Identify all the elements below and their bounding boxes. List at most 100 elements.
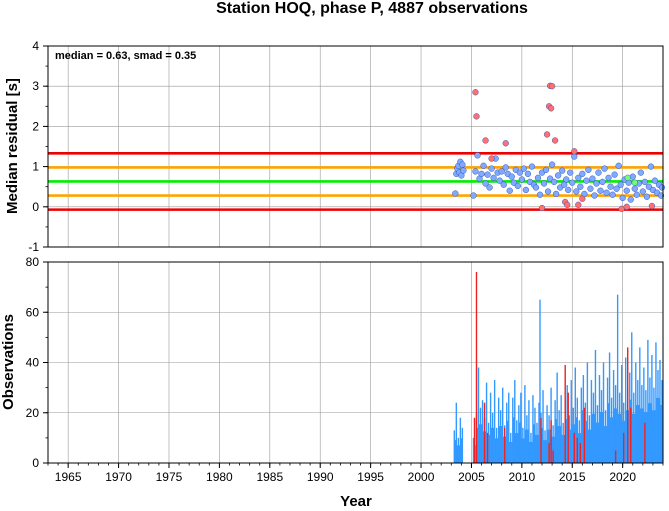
residual-point (648, 202, 656, 210)
residual-point (532, 184, 540, 191)
observation-bar (485, 382, 488, 463)
observation-bar (491, 412, 494, 463)
observation-bar (598, 375, 601, 463)
observation-bar (596, 405, 599, 463)
residual-point (639, 188, 646, 195)
residual-point (605, 174, 612, 182)
observation-bar (656, 397, 658, 463)
observation-bar (576, 397, 579, 463)
observation-bars (453, 272, 663, 463)
observation-bar (655, 342, 657, 463)
residual-point (474, 152, 481, 159)
observation-bar (620, 365, 623, 463)
observation-bar (631, 332, 633, 463)
residual-point (514, 182, 521, 190)
residual-point (536, 191, 544, 198)
chart-title: Station HOQ, phase P, 4887 observations (216, 0, 528, 17)
observations-y-ticks: 0 20 40 60 80 (26, 255, 48, 470)
observation-bar (611, 417, 614, 463)
residual-point (478, 170, 485, 177)
observation-bar (619, 413, 622, 463)
observation-bar (508, 392, 510, 463)
residual-point (486, 184, 493, 191)
x-tick-label: 2010 (509, 470, 536, 484)
observation-bar (582, 375, 585, 463)
x-tick-label: 2020 (609, 470, 636, 484)
residual-point (473, 113, 480, 120)
residual-point (641, 178, 649, 186)
residual-point (611, 171, 618, 178)
residual-point (595, 169, 602, 176)
residual-point (502, 164, 509, 171)
residual-points (452, 82, 666, 212)
residual-point (516, 169, 523, 176)
residual-point (508, 173, 515, 180)
observation-bar (496, 438, 499, 463)
observation-bar (633, 392, 635, 463)
residual-point (524, 170, 532, 177)
observation-bar (609, 417, 612, 463)
x-tick-label: 1975 (156, 470, 183, 484)
observation-bar (585, 420, 588, 463)
observation-bar (627, 347, 629, 463)
residual-point (617, 181, 624, 188)
y-tick-label: -1 (28, 240, 39, 254)
observation-bar (533, 424, 535, 463)
observation-bar (481, 400, 484, 463)
observation-bar (454, 440, 457, 463)
y-tick-label: 0 (32, 200, 39, 214)
observation-bar (487, 422, 490, 463)
observation-bar (640, 408, 642, 463)
observation-bar (588, 415, 591, 463)
observation-bar (581, 410, 584, 463)
residual-point (631, 179, 638, 186)
x-tick-label: 1995 (357, 470, 384, 484)
observation-bar (519, 422, 521, 463)
observation-bar (494, 438, 497, 463)
observation-bar (592, 392, 595, 463)
observation-bar (507, 420, 509, 463)
y-tick-label: 80 (26, 255, 40, 269)
observation-bar (497, 397, 500, 463)
observation-bar (589, 429, 592, 463)
observation-bar (500, 426, 503, 463)
residual-plot-area (48, 46, 663, 247)
observation-bar (657, 370, 659, 463)
observation-bar (546, 405, 548, 463)
observation-bar (509, 441, 511, 463)
residual-point (615, 162, 622, 169)
residual-point (623, 203, 630, 210)
observation-bar (551, 436, 553, 463)
residual-point (603, 189, 610, 196)
observation-bar (574, 367, 576, 463)
observation-bar (472, 437, 475, 463)
observation-bar (638, 404, 640, 463)
observation-bar (520, 392, 522, 463)
observation-bar (501, 387, 504, 463)
residual-point (496, 177, 503, 184)
observation-bar (527, 429, 529, 463)
observation-bar (534, 407, 536, 463)
observation-bar (575, 417, 577, 463)
observation-bar (522, 427, 524, 463)
observation-bar (514, 380, 516, 463)
observation-bar (562, 422, 564, 463)
residual-point (522, 186, 530, 194)
residual-point (490, 174, 497, 182)
observation-bar (587, 429, 590, 463)
observation-bar (510, 432, 512, 463)
observation-bar (652, 410, 654, 463)
observation-bar (561, 434, 563, 463)
observation-bar (536, 422, 538, 463)
stats-annotation: median = 0.63, smad = 0.35 (55, 50, 196, 62)
observation-bar (473, 417, 476, 463)
reference-lines (48, 152, 663, 211)
observation-bar (573, 432, 575, 463)
observation-bar (526, 415, 528, 463)
observation-bar (647, 339, 649, 463)
observation-bar (632, 413, 634, 463)
observation-bar (606, 377, 609, 463)
residual-point (459, 161, 466, 168)
residual-point (520, 165, 528, 172)
